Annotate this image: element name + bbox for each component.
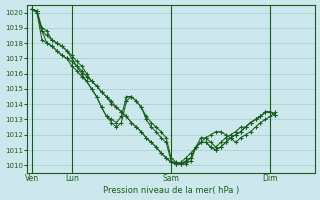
- X-axis label: Pression niveau de la mer( hPa ): Pression niveau de la mer( hPa ): [103, 186, 239, 195]
